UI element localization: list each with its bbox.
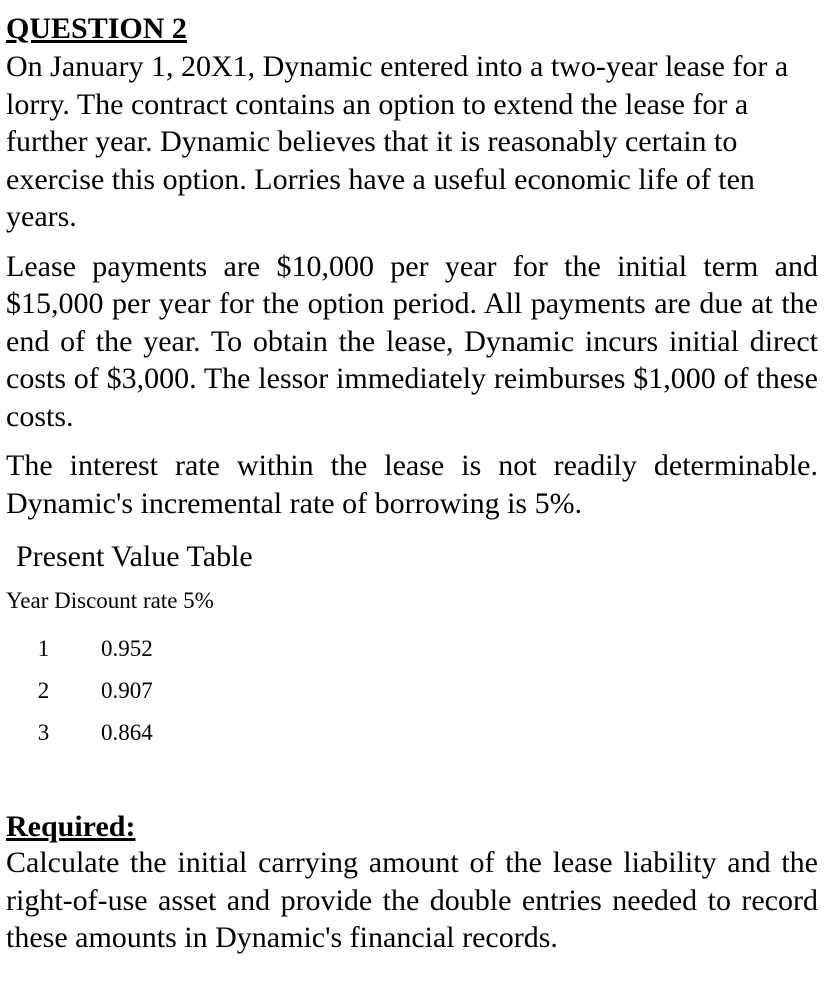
required-heading: Required:: [6, 810, 818, 844]
pv-factor-cell: 0.864: [71, 712, 231, 754]
pv-table-title: Present Value Table: [16, 540, 818, 574]
question-heading: QUESTION 2: [6, 12, 818, 46]
pv-table: 1 0.952 2 0.907 3 0.864: [16, 628, 231, 754]
pv-factor-cell: 0.907: [71, 670, 231, 712]
pv-table-header: Year Discount rate 5%: [6, 588, 818, 614]
page: QUESTION 2 On January 1, 20X1, Dynamic e…: [0, 0, 828, 989]
pv-year-cell: 3: [16, 712, 71, 754]
pv-year-cell: 1: [16, 628, 71, 670]
paragraph-2: Lease payments are $10,000 per year for …: [6, 248, 818, 436]
pv-year-cell: 2: [16, 670, 71, 712]
paragraph-1: On January 1, 20X1, Dynamic entered into…: [6, 48, 818, 236]
pv-col-rate: Discount rate 5%: [54, 588, 214, 613]
required-text: Calculate the initial carrying amount of…: [6, 844, 818, 957]
table-row: 3 0.864: [16, 712, 231, 754]
pv-col-year: Year: [6, 588, 48, 613]
paragraph-3: The interest rate within the lease is no…: [6, 447, 818, 522]
table-row: 2 0.907: [16, 670, 231, 712]
table-row: 1 0.952: [16, 628, 231, 670]
pv-factor-cell: 0.952: [71, 628, 231, 670]
